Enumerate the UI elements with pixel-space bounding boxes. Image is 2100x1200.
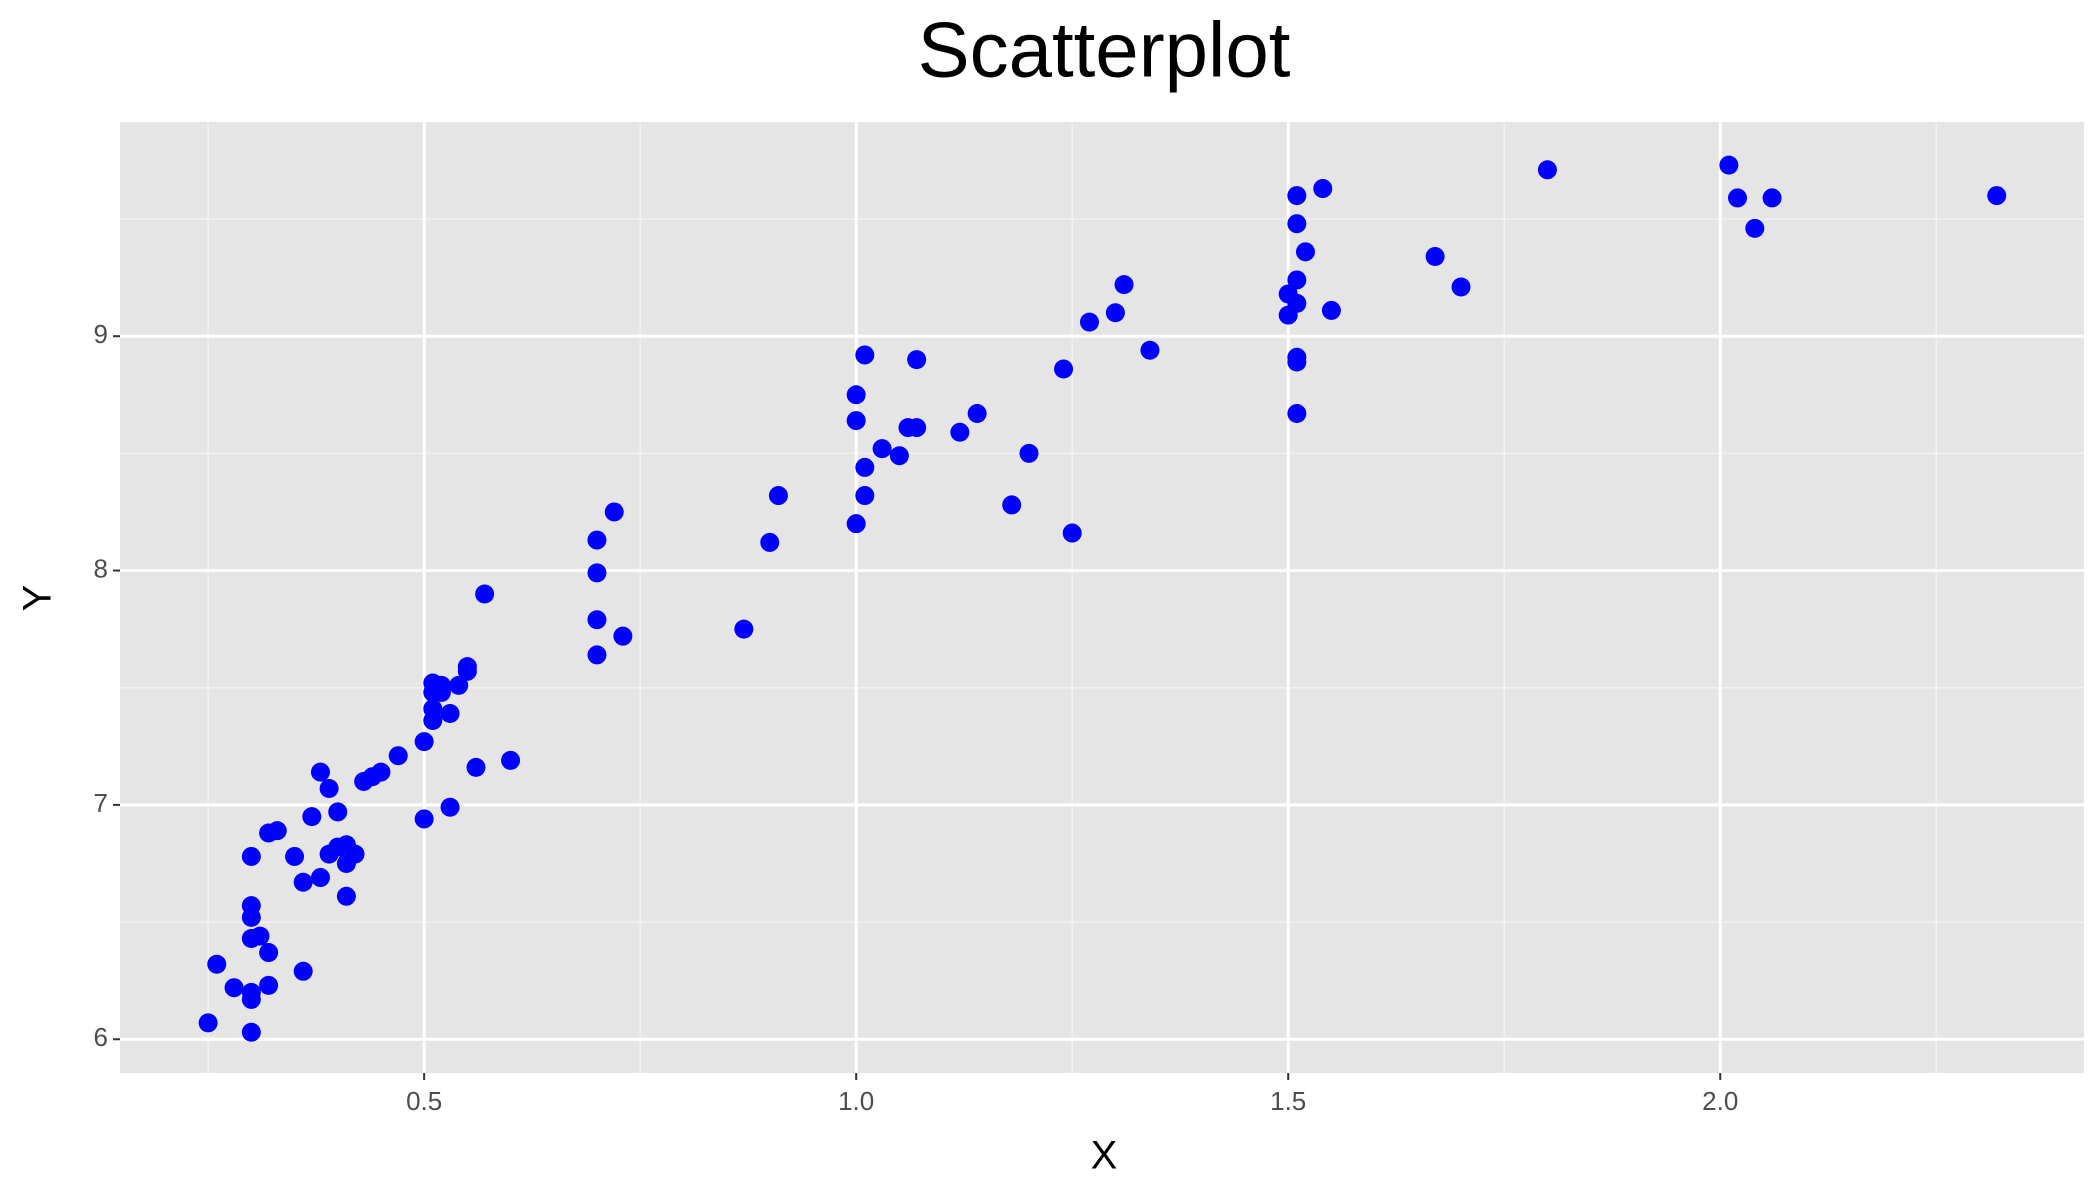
- point: [1287, 186, 1307, 206]
- y-tick-label: 8: [94, 553, 108, 583]
- point: [1287, 293, 1307, 313]
- y-tick-label: 7: [94, 788, 108, 818]
- y-tick-label: 6: [94, 1022, 108, 1052]
- point: [1079, 312, 1099, 332]
- point: [250, 926, 270, 946]
- point: [1287, 214, 1307, 234]
- x-tick-label: 2.0: [1702, 1086, 1738, 1116]
- point: [285, 846, 305, 866]
- point: [1987, 186, 2007, 206]
- point: [872, 439, 892, 459]
- point: [907, 418, 927, 438]
- point: [241, 1022, 261, 1042]
- point: [259, 943, 279, 963]
- point: [1287, 352, 1307, 372]
- point: [310, 868, 330, 888]
- point: [241, 846, 261, 866]
- point: [414, 732, 434, 752]
- point: [889, 446, 909, 466]
- point: [846, 385, 866, 405]
- point: [440, 797, 460, 817]
- point: [1062, 523, 1082, 543]
- point: [501, 750, 521, 770]
- point: [1745, 218, 1765, 238]
- point: [604, 502, 624, 522]
- point: [259, 975, 279, 995]
- point: [1114, 275, 1134, 295]
- point: [302, 807, 322, 827]
- point: [587, 610, 607, 630]
- point: [1728, 188, 1748, 208]
- chart-title: Scatterplot: [918, 6, 1291, 94]
- point: [241, 982, 261, 1002]
- point: [907, 350, 927, 370]
- x-tick-label: 1.5: [1270, 1086, 1306, 1116]
- x-tick-label: 0.5: [406, 1086, 442, 1116]
- point: [293, 961, 313, 981]
- point: [1451, 277, 1471, 297]
- point: [293, 872, 313, 892]
- point: [198, 1013, 218, 1033]
- point: [224, 978, 244, 998]
- point: [613, 626, 633, 646]
- point: [457, 657, 477, 677]
- point: [431, 675, 451, 695]
- point: [768, 486, 788, 506]
- point: [345, 844, 365, 864]
- point: [1287, 270, 1307, 290]
- point: [846, 411, 866, 431]
- point: [587, 530, 607, 550]
- point: [1140, 340, 1160, 360]
- point: [855, 486, 875, 506]
- point: [414, 809, 434, 829]
- point: [587, 563, 607, 583]
- point: [371, 762, 391, 782]
- point: [388, 746, 408, 766]
- point: [587, 645, 607, 665]
- point: [466, 757, 486, 777]
- point: [846, 514, 866, 534]
- point: [1719, 155, 1739, 175]
- point: [855, 345, 875, 365]
- x-axis-title: X: [1091, 1134, 1118, 1178]
- point: [241, 896, 261, 916]
- point: [440, 704, 460, 724]
- point: [967, 404, 987, 424]
- point: [319, 778, 339, 798]
- point: [1321, 300, 1341, 320]
- point: [1425, 247, 1445, 267]
- y-tick-label: 9: [94, 319, 108, 349]
- point: [950, 422, 970, 442]
- point: [734, 619, 754, 639]
- point: [207, 954, 227, 974]
- point: [1287, 404, 1307, 424]
- panel: [120, 122, 2084, 1073]
- point: [328, 802, 348, 822]
- point: [1002, 495, 1022, 515]
- point: [475, 584, 495, 604]
- point: [760, 532, 780, 552]
- point: [267, 821, 287, 841]
- point: [449, 675, 469, 695]
- point: [1105, 303, 1125, 323]
- x-tick-label: 1.0: [838, 1086, 874, 1116]
- point: [1313, 179, 1333, 199]
- point: [1295, 242, 1315, 262]
- point: [423, 699, 443, 719]
- point: [310, 762, 330, 782]
- point: [336, 886, 356, 906]
- point: [1019, 443, 1039, 463]
- point: [1054, 359, 1074, 379]
- point: [1537, 160, 1557, 180]
- y-axis-title: Y: [16, 585, 60, 612]
- point: [1762, 188, 1782, 208]
- point: [855, 457, 875, 477]
